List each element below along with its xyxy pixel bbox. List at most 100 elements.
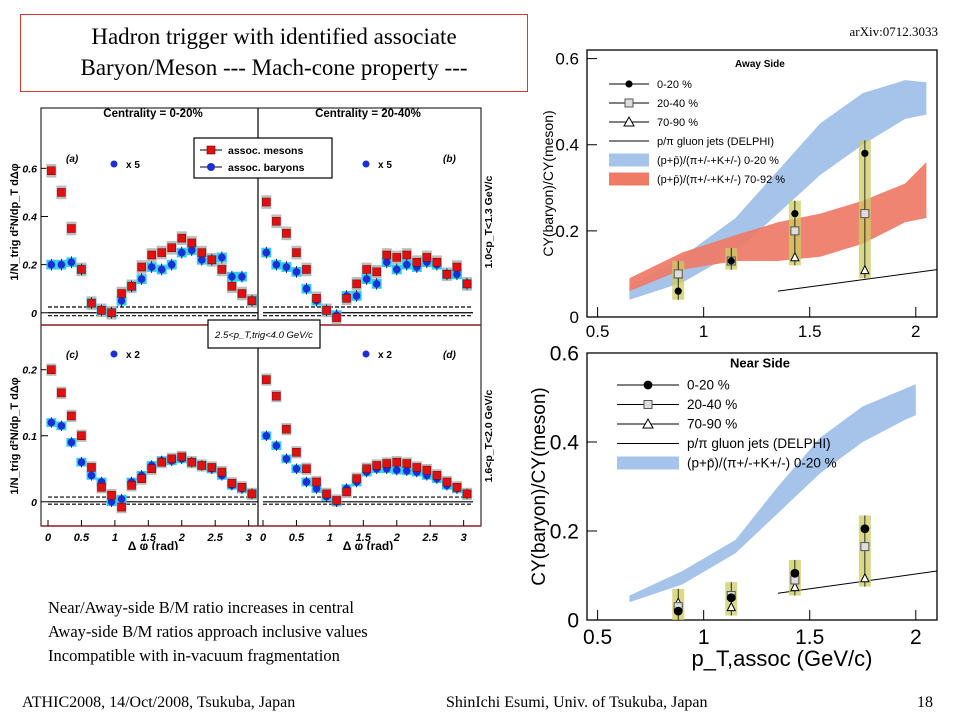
scale-marker <box>362 160 370 168</box>
centrality-label: Centrality = 20-40% <box>315 108 421 120</box>
x-tick-label: 2 <box>911 322 920 341</box>
delphi-line <box>777 269 938 292</box>
meson-point <box>382 250 391 260</box>
legend-label: 70-90 % <box>687 417 737 432</box>
meson-point <box>462 279 472 289</box>
y-tick-label: 0.1 <box>22 431 37 443</box>
y-tick-label: 0 <box>31 308 37 320</box>
slide-title-line1: Hadron trigger with identified associate <box>91 24 457 49</box>
meson-point <box>342 487 351 497</box>
meson-point <box>422 253 432 262</box>
meson-point <box>137 474 146 483</box>
x-tick-label: 1 <box>112 532 118 544</box>
meson-point <box>262 197 271 207</box>
x-tick-label: 1.5 <box>141 532 157 544</box>
point-0-20 <box>791 210 799 218</box>
meson-point <box>322 306 331 315</box>
point-20-40 <box>860 209 870 219</box>
meson-point <box>332 313 341 322</box>
legend-marker-70-90 <box>642 417 654 429</box>
meson-point <box>227 479 237 488</box>
x-tick-label: 1 <box>699 322 708 341</box>
meson-point <box>302 464 311 474</box>
baryon-point <box>137 275 146 283</box>
meson-point <box>157 457 166 467</box>
legend-baryon-marker <box>207 163 215 171</box>
baryon-point <box>238 272 246 281</box>
meson-point <box>452 483 462 492</box>
legend-label: p/π gluon jets (DELPHI) <box>687 436 831 451</box>
x-tick-label: 1 <box>698 626 710 649</box>
meson-point <box>342 294 351 303</box>
legend-label: (p+p̄)/(π+/-+K+/-) 70-92 % <box>657 174 785 186</box>
x-tick-label: 0.5 <box>583 626 612 649</box>
scale-label: x 5 <box>126 160 140 171</box>
central-band <box>629 384 916 603</box>
point-70-90 <box>860 572 870 583</box>
baryon-point <box>392 466 401 474</box>
meson-point <box>382 459 391 468</box>
meson-point <box>107 308 116 318</box>
meson-point <box>177 452 187 462</box>
meson-point <box>167 243 176 253</box>
trigger-label: 2.5<p_T,trig<4.0 GeV/c <box>214 330 313 341</box>
baryon-point <box>47 418 56 427</box>
meson-point <box>312 477 321 487</box>
meson-point <box>87 298 96 308</box>
meson-point <box>117 502 126 512</box>
meson-point <box>77 265 86 274</box>
meson-point <box>177 233 187 243</box>
meson-point <box>372 461 381 470</box>
legend-label: 70-90 % <box>657 117 698 129</box>
y-tick-label: 0 <box>570 308 579 327</box>
baryon-point <box>352 292 361 300</box>
meson-point <box>412 257 422 267</box>
meson-point <box>217 265 227 274</box>
point-70-90 <box>726 601 737 612</box>
baryon-point <box>272 260 281 269</box>
legend-label: 0-20 % <box>657 79 692 91</box>
x-tick-label: 0 <box>260 532 267 544</box>
point-0-20 <box>673 606 683 616</box>
legend-label: 20-40 % <box>687 397 737 412</box>
point-70-90 <box>790 581 800 592</box>
x-tick-label: 1.5 <box>356 532 372 544</box>
legend-meson-marker <box>206 145 216 155</box>
dphi-xlabel: Δ φ (rad) <box>128 539 179 550</box>
x-tick-label: 1 <box>327 532 333 544</box>
meson-point <box>237 289 247 298</box>
footer-center: ShinIchi Esumi, Univ. of Tsukuba, Japan <box>446 694 708 711</box>
baryon-point <box>392 265 401 274</box>
away-side-ratio-chart: 0.5 1 1.5 2 0 0.2 0.4 0.6 CY(baryon)/CY(meson) Aw… <box>540 49 938 341</box>
baryon-point <box>282 263 291 271</box>
point-20-40 <box>860 542 870 552</box>
x-tick-label: 2 <box>393 532 400 544</box>
legend-marker-20-40 <box>624 98 634 108</box>
y-tick-label: 0.6 <box>22 163 37 175</box>
trigger-label-box <box>207 319 321 349</box>
baryon-point <box>77 458 86 466</box>
legend-label: p/π gluon jets (DELPHI) <box>657 136 774 148</box>
meson-point <box>157 248 166 257</box>
ratio-ylabel: CY(baryon)/CY(meson) <box>529 387 550 586</box>
row-pt-label: 1.6<p_T<2.0 GeV/c <box>483 389 495 482</box>
meson-point <box>262 375 271 384</box>
y-tick-label: 0.4 <box>555 136 579 155</box>
scale-label: x 5 <box>378 160 392 171</box>
legend-marker-20-40 <box>643 400 653 409</box>
x-tick-label: 3 <box>246 532 252 544</box>
panel-label: (a) <box>66 154 79 165</box>
meson-point <box>402 459 412 468</box>
meson-point <box>247 296 257 305</box>
legend-title: Near Side <box>730 355 790 370</box>
meson-point <box>127 282 136 291</box>
meson-point <box>97 306 106 315</box>
baryon-point <box>372 280 381 288</box>
baryon-point <box>47 260 56 269</box>
baryon-point <box>57 422 66 430</box>
legend-label: (p+p̄)/(π+/-+K+/-) 0-20 % <box>657 155 779 167</box>
baryon-point <box>147 263 156 271</box>
point-0-20 <box>726 593 736 603</box>
dphi-ylabel: 1/N_trig d²N/dp_T dΔφ <box>9 163 21 280</box>
legend-marker-0-20 <box>625 80 633 88</box>
